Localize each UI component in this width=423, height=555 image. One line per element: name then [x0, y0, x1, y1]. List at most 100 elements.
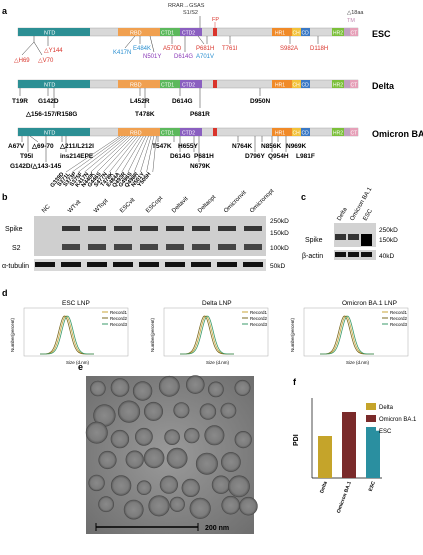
blot-b-spike-band	[88, 226, 106, 231]
blot-b-lane-label: WTopt	[93, 198, 110, 215]
em-particle	[164, 429, 180, 446]
esc-ch-label: CH	[293, 31, 301, 37]
em-particle	[166, 447, 188, 469]
rbd-fan-line	[96, 135, 134, 173]
mutation-om-t547k: T547K	[152, 143, 172, 150]
em-scalebar-label: 200 nm	[205, 525, 229, 532]
em-particle	[186, 375, 205, 394]
dls-omicron-record-3-curve	[320, 315, 374, 355]
blot-b-s2-band	[62, 244, 80, 250]
omicron-bar: NTD RBD CTD1 CTD2 HR1 CH CD HR2 CT	[17, 127, 359, 137]
rbd-fan-line	[109, 135, 139, 173]
blot-c-marker-250: 250kD	[379, 227, 398, 234]
em-particle	[234, 431, 252, 449]
rbd-fan-line	[152, 135, 157, 173]
esc-ct-label: CT	[351, 31, 358, 37]
em-particle	[211, 475, 231, 494]
blot-b-lane-labels: NC WTvit WTopt ESCvit ESCopt Deltavit Deltaopt…	[41, 188, 275, 214]
mutation-delta-p681r: P681R	[190, 111, 210, 118]
dls-legend-label: Record1	[390, 310, 408, 315]
dls-esc-ylabel: Number(percent)	[10, 317, 15, 352]
em-particle	[234, 379, 251, 396]
dls-legend-label: Record3	[390, 322, 408, 327]
omicron-ct-label: CT	[351, 131, 358, 137]
mutation-om-d796y: D796Y	[245, 153, 266, 160]
blot-b-tubulin-band	[165, 262, 185, 267]
dls-legend-label: Record1	[250, 310, 268, 315]
blot-b-tubulin-band	[113, 262, 133, 267]
blot-b-spike-band	[192, 226, 210, 231]
dls-legend-label: Record1	[110, 310, 128, 315]
blot-b-s2-band	[218, 244, 236, 250]
blot-b-lane-label: Omicronopt	[249, 188, 275, 214]
blot-c-lane-label: Delta	[337, 206, 350, 222]
dls-legend-label: Record2	[250, 316, 268, 321]
omicron-ctd2-label: CTD2	[182, 131, 195, 137]
blot-c-marker-40: 40kD	[379, 253, 394, 260]
dls-omicron-ylabel: Number(percent)	[290, 317, 295, 352]
blot-b-spike-band	[244, 226, 262, 231]
dls-delta-plot-area	[163, 307, 269, 357]
dls-plots: ESC LNP Number(percent) Size (d.nm) Record1…	[10, 300, 409, 365]
rbd-fan-line	[103, 135, 136, 173]
omicron-mutation-lines	[21, 135, 287, 162]
blot-c-spike-band	[335, 234, 346, 240]
blot-c-actin-band	[335, 252, 346, 257]
pdi-legend-swatch	[366, 427, 376, 434]
rbd-fan-line	[72, 135, 123, 173]
blot-b-marker-50: 50kD	[270, 263, 285, 270]
mutation-om-a67v: A67V	[8, 143, 25, 150]
pdi-bar-omicron-ba-1	[342, 412, 356, 478]
em-particle	[159, 475, 178, 494]
mutation-om-d614g: D614G	[170, 153, 191, 160]
blot-b-bands	[35, 226, 263, 267]
blot-b-spike-band	[114, 226, 132, 231]
rbd-fan-line	[90, 135, 131, 173]
dls-esc-title: ESC LNP	[62, 300, 90, 307]
em-particle	[110, 475, 132, 496]
omicron-rbd-mutation-fan: G339DS371LS373PS375FK417NN440KG446SS477N…	[50, 135, 157, 189]
esc-tm-domain	[344, 28, 350, 36]
em-particle	[123, 499, 144, 520]
blot-c-bands	[335, 234, 372, 257]
dls-legend-label: Record3	[250, 322, 268, 327]
blot-b-spike-band	[166, 226, 184, 231]
mutation-om-l981f: L981F	[296, 153, 315, 160]
rbd-fan-line	[140, 135, 152, 173]
dls-delta-xlabel: Size (d.nm)	[206, 360, 230, 365]
blot-b-s2-band	[244, 244, 262, 250]
blot-b-s2-band	[166, 244, 184, 250]
mutation-t761i: T761I	[222, 46, 238, 52]
mutation-om-del211: △211/L212I	[59, 143, 94, 150]
panel-label-f: f	[293, 377, 297, 387]
blot-b-lane-label: WTvit	[67, 199, 82, 214]
delta-mutation-lines	[19, 88, 261, 108]
esc-rbd-label: RBD	[130, 31, 142, 37]
omicron-ntd-label: NTD	[44, 131, 55, 137]
em-particle	[117, 400, 141, 423]
em-particle	[204, 425, 225, 446]
mutation-om-n856k: N856K	[261, 143, 282, 150]
blot-b-lane-label: Deltaopt	[197, 194, 217, 214]
blot-c-spike-band	[348, 234, 359, 240]
em-particle	[221, 495, 240, 515]
esc-hr2-label: HR2	[333, 31, 343, 37]
omicron-variant-name: Omicron BA.1	[372, 129, 423, 139]
delta-ntd-label: NTD	[44, 83, 55, 89]
mutation-delta-d950n: D950N	[250, 98, 271, 105]
omicron-hr1-label: HR1	[275, 131, 285, 137]
pdi-legend-label: Delta	[379, 405, 394, 411]
pdi-category-label: Omicron BA.1	[336, 480, 353, 514]
esc-ntd-label: NTD	[44, 31, 55, 37]
rbd-fan-line	[65, 135, 121, 173]
dls-delta-title: Delta LNP	[202, 300, 232, 307]
em-particle	[144, 401, 164, 421]
em-particle	[173, 402, 190, 419]
mutation-s982a: S982A	[280, 46, 298, 52]
delta-ch-label: CH	[293, 83, 301, 89]
esc-hr1-domain	[272, 28, 292, 36]
rbd-fan-line	[121, 135, 144, 173]
